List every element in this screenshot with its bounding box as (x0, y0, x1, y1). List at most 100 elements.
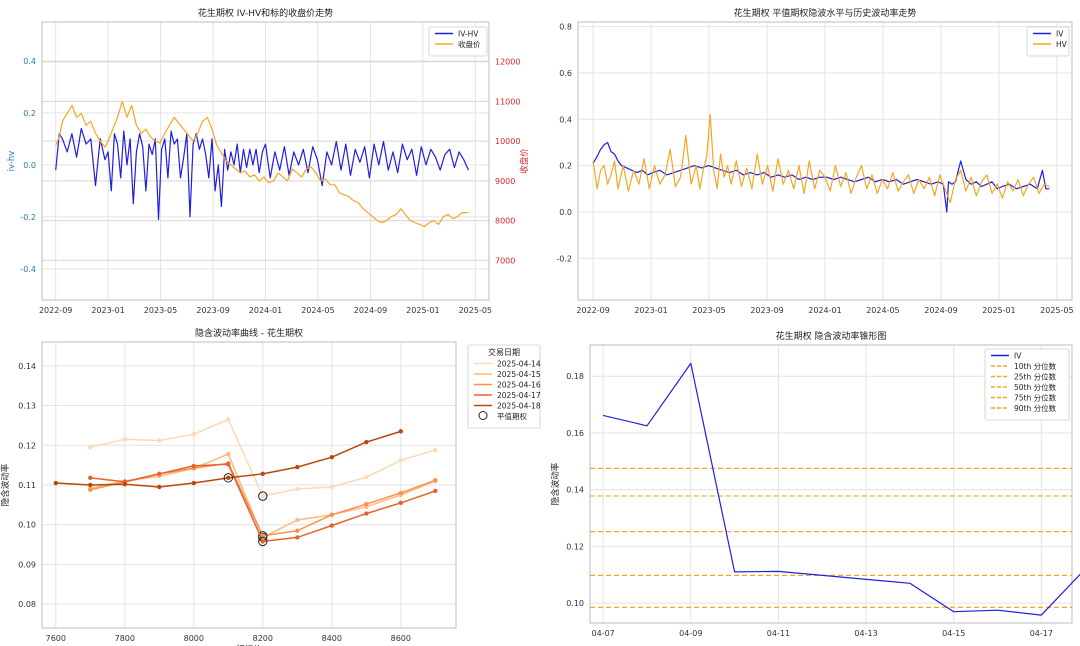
data-point (226, 451, 231, 457)
y-tick-label: 0.18 (566, 372, 584, 381)
y-tick-label: 0.12 (566, 542, 584, 551)
y-tick-label: -0.2 (20, 213, 36, 222)
y-tick-label: 0.2 (559, 162, 572, 171)
x-tick-label: 2022-09 (576, 306, 609, 315)
data-point (260, 471, 265, 477)
series-line (592, 114, 1050, 204)
data-point (88, 445, 93, 450)
x-tick-label: 8600 (391, 634, 411, 643)
plot-frame (41, 21, 490, 301)
y2-tick-label: 12000 (495, 58, 520, 67)
data-point (329, 454, 334, 460)
legend-title: 交易日期 (488, 347, 520, 357)
data-point (364, 511, 369, 516)
x-tick-label: 2023-09 (750, 306, 783, 315)
data-point (398, 490, 403, 496)
legend-label: IV (1014, 352, 1022, 361)
chart-panel-2: 2022-09 2023-01 2023-05 2023-09 2024-01 2024-… (556, 7, 1073, 315)
x-tick-label: 2024-01 (808, 306, 841, 315)
x-tick-label: 04-17 (1030, 629, 1053, 638)
x-tick-label: 04-15 (942, 629, 965, 638)
x-tick-label: 04-09 (679, 629, 702, 638)
data-point (88, 482, 93, 488)
x-tick-label: 7600 (46, 634, 66, 643)
y2-tick-label: 10000 (495, 137, 520, 146)
x-tick-label: 04-07 (592, 629, 615, 638)
legend-box (467, 344, 541, 429)
data-point (226, 475, 231, 481)
legend-label: IV-HV (458, 30, 479, 39)
data-point (295, 464, 300, 470)
x-tick-label: 2025-01 (406, 306, 439, 315)
data-point (53, 480, 58, 486)
data-point (364, 474, 369, 480)
x-tick-label: 2023-09 (196, 306, 229, 315)
series-line (602, 362, 1080, 616)
data-point (88, 487, 93, 492)
chart-title: 隐含波动率曲线 - 花生期权 (195, 327, 303, 339)
data-point (122, 482, 128, 487)
x-tick-label: 2024-05 (866, 306, 899, 315)
x-tick-label: 2024-09 (354, 306, 387, 315)
legend-marker-swatch (478, 411, 488, 420)
legend-label: 25th 分位数 (1014, 372, 1057, 382)
y-axis-label: iv-hv (7, 151, 17, 172)
x-tick-label: 2025-05 (1040, 306, 1073, 315)
x-tick-label: 04-11 (767, 629, 790, 638)
data-point (191, 480, 196, 486)
legend-label: 2025-04-14 (497, 360, 541, 369)
data-point (157, 484, 162, 490)
chart-panel-3: 7600 7800 8000 8200 8400 8600 0.08 0.09 0.10 0.11… (0, 327, 541, 646)
x-tick-label: 2023-01 (634, 306, 667, 315)
y-tick-label: 0.14 (18, 362, 36, 371)
y-tick-label: 0.11 (18, 481, 36, 490)
x-tick-label: 8200 (253, 634, 273, 643)
data-point (122, 437, 128, 442)
x-tick-label: 2023-05 (144, 306, 177, 315)
legend-label: IV (1056, 30, 1064, 39)
legend-label: 平值期权 (497, 411, 527, 421)
data-point (364, 501, 369, 507)
x-tick-label: 8400 (322, 634, 342, 643)
y-tick-label: 0.10 (18, 521, 36, 530)
plot-frame (577, 21, 1073, 301)
y-tick-label: -0.4 (20, 265, 36, 274)
y-tick-label: 0.09 (18, 560, 36, 569)
data-point (295, 528, 300, 533)
x-tick-label: 2025-05 (459, 306, 492, 315)
y-tick-label: 0.12 (18, 441, 36, 450)
legend-label: HV (1056, 40, 1068, 49)
legend-label: 2025-04-15 (497, 370, 541, 379)
plot-frame (589, 344, 1073, 624)
data-point (433, 488, 438, 494)
data-point (329, 523, 334, 528)
chart-title: 花生期权 IV-HV和标的收盘价走势 (198, 7, 333, 19)
data-point (398, 500, 403, 506)
x-tick-label: 04-13 (854, 629, 877, 638)
series-line (55, 100, 469, 228)
data-point (191, 463, 196, 469)
legend-label: 2025-04-17 (497, 391, 541, 400)
x-tick-label: 8000 (184, 634, 204, 643)
y-tick-label: 0.8 (559, 23, 572, 32)
y2-tick-label: 8000 (495, 217, 515, 226)
y-tick-label: 0.4 (23, 57, 36, 66)
legend-label: 10th 分位数 (1014, 361, 1057, 371)
legend-box (984, 348, 1070, 421)
legend-label: 2025-04-18 (497, 402, 541, 411)
x-tick-label: 2023-05 (692, 306, 725, 315)
data-point (433, 478, 438, 483)
x-tick-label: 2024-09 (924, 306, 957, 315)
atm-marker (258, 491, 268, 501)
y-tick-label: 0.14 (566, 486, 584, 495)
legend-box (428, 26, 488, 57)
legend-label: 2025-04-16 (497, 381, 541, 390)
y2-axis-label: 收盘价 (519, 148, 530, 174)
y-tick-label: 0.08 (18, 600, 36, 609)
data-point (191, 431, 196, 437)
y-tick-label: 0.13 (18, 402, 36, 411)
plot-frame (41, 341, 457, 629)
y-tick-label: 0.4 (559, 115, 572, 124)
